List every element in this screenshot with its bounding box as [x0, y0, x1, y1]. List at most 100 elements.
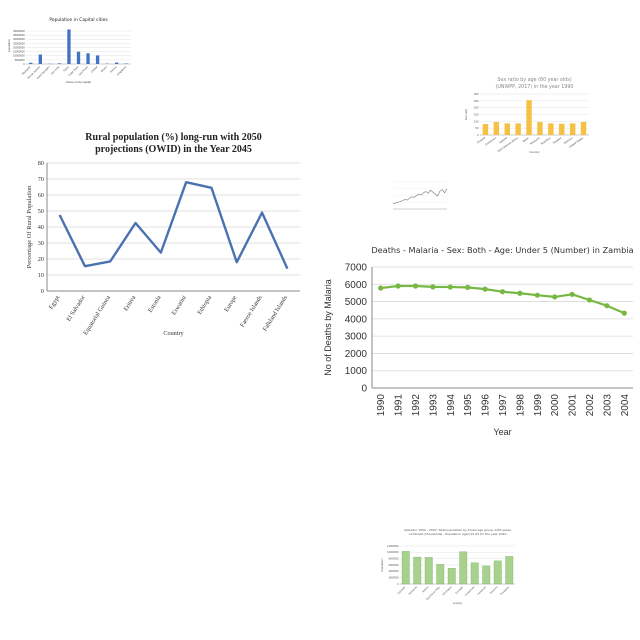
y-tick-label: 200 — [474, 106, 479, 110]
bar — [482, 565, 491, 585]
data-point — [465, 284, 471, 290]
y-tick-label: 1000 — [345, 366, 368, 377]
chart-title-line-2: projections (OWID) in the Year 2045 — [95, 144, 252, 155]
malaria-chart-svg: Deaths - Malaria - Sex: Both - Age: Unde… — [323, 245, 634, 437]
y-tick-label: 5000000 — [15, 58, 26, 62]
chart-title-line-2: combined (thousands) - Population aged 1… — [409, 532, 507, 536]
bar — [559, 123, 565, 135]
x-tick-label: 1990 — [376, 394, 387, 417]
x-tick-label: 1996 — [481, 394, 492, 417]
x-tick-label: 2001 — [568, 394, 579, 417]
x-axis-label: Name of city capital — [66, 80, 91, 84]
y-tick-label: 12000000 — [387, 544, 399, 548]
data-point — [534, 292, 540, 298]
bar — [436, 564, 445, 585]
chart-title: Population in Capital cities — [49, 17, 108, 23]
bar — [504, 123, 510, 135]
data-point — [412, 283, 419, 289]
x-tick-label: 1995 — [463, 394, 474, 417]
x-tick-label: Singapore — [116, 65, 128, 77]
x-tick-label: Mauritius — [540, 136, 552, 146]
y-tick-label: 40000000 — [13, 29, 25, 33]
x-tick-label: 2004 — [620, 394, 631, 417]
y-tick-label: 20 — [38, 256, 44, 263]
series-line — [392, 188, 448, 204]
x-tick-label: 2002 — [585, 394, 596, 417]
y-tick-label: 3000 — [345, 332, 368, 343]
bar — [424, 557, 433, 585]
x-tick-label: Qatar — [522, 136, 530, 143]
y-tick-label: 0 — [397, 582, 399, 586]
x-tick-label: Malaysia — [529, 136, 541, 146]
y-tick-label: 15000000 — [13, 50, 25, 54]
y-tick-label: 80 — [38, 160, 44, 167]
y-tick-label: 5000 — [345, 297, 368, 308]
x-axis-label: country — [453, 601, 463, 605]
bar — [115, 62, 119, 64]
data-point — [482, 286, 488, 292]
x-tick-label: Cameroon — [484, 136, 497, 147]
x-tick-label: Sana'a — [109, 65, 118, 74]
data-point — [604, 303, 610, 309]
bar — [57, 63, 62, 64]
y-tick-label: 6000 — [345, 280, 368, 291]
chart-rural-population: Rural population (%) long-run with 2050 p… — [25, 128, 310, 343]
x-tick-label: Reykjavik — [21, 65, 32, 76]
rural-chart-svg: Rural population (%) long-run with 2050p… — [26, 132, 300, 337]
bar — [505, 556, 514, 585]
bar — [548, 123, 554, 135]
bar — [29, 62, 33, 64]
x-tick-label: Sweden — [552, 136, 563, 145]
bar — [38, 54, 42, 64]
y-tick-label: 25000000 — [13, 41, 25, 45]
sexratio-chart-svg: Sex ratio by age (60 year olds)(UNWPP, 2… — [464, 77, 589, 154]
bar — [515, 123, 521, 135]
x-tick-label: El Salvador — [65, 294, 86, 322]
y-tick-label: 70 — [38, 176, 44, 183]
y-axis-label: No of Deaths by Malaria — [323, 279, 333, 376]
x-tick-label: Ethiopia — [196, 294, 213, 316]
y-tick-label: 7000 — [345, 263, 368, 274]
y-tick-label: 60 — [38, 192, 44, 199]
chart-title-line-1: Salvador 1950 - 2020. Total population b… — [404, 528, 511, 532]
bar — [470, 562, 479, 585]
x-axis-label: Country — [529, 150, 540, 154]
bar — [493, 560, 502, 585]
x-tick-label: Panama — [489, 585, 499, 595]
bar — [447, 568, 456, 585]
y-tick-label: 150 — [474, 112, 479, 116]
data-point — [395, 283, 401, 289]
chart-sex-ratio: Sex ratio by age (60 year olds) (UNWPP, 2… — [462, 70, 597, 155]
y-tick-label: 0 — [361, 384, 367, 395]
x-tick-label: Falkland Islands — [262, 294, 290, 333]
x-axis-label: Year — [493, 427, 511, 437]
y-tick-label: 50 — [38, 208, 44, 215]
chart-title-line-1: Rural population (%) long-run with 2050 — [85, 132, 261, 143]
small-line-chart-svg — [392, 181, 448, 210]
chart-malaria-deaths: Deaths - Malaria - Sex: Both - Age: Unde… — [320, 240, 638, 445]
x-tick-label: Guatemala — [464, 585, 476, 597]
y-tick-label: 6000000 — [389, 563, 400, 567]
x-tick-label: Bolivia — [421, 585, 430, 594]
x-tick-label: 1991 — [394, 394, 405, 417]
y-tick-label: 0 — [477, 133, 479, 137]
bar — [493, 122, 500, 135]
x-tick-label: Finland — [476, 136, 486, 145]
data-point — [447, 284, 453, 290]
y-tick-label: 0 — [23, 62, 25, 66]
bar — [413, 556, 422, 585]
bar — [86, 53, 90, 64]
data-point — [621, 310, 627, 316]
y-tick-label: 50 — [475, 126, 479, 130]
y-tick-label: 10 — [38, 272, 44, 279]
chart-capital-population: Population in Capital cities 0 5000000 1000… — [4, 6, 139, 86]
x-tick-label: 1999 — [533, 394, 544, 417]
x-tick-label: 1998 — [515, 394, 526, 417]
x-tick-label: 1992 — [411, 394, 422, 417]
data-point — [430, 284, 436, 290]
bar — [482, 124, 489, 135]
data-point — [499, 289, 506, 295]
capital-chart-svg: Population in Capital cities 050000001000… — [7, 17, 131, 84]
x-tick-label: Egypt — [48, 294, 62, 310]
chart-small-line — [385, 177, 453, 217]
